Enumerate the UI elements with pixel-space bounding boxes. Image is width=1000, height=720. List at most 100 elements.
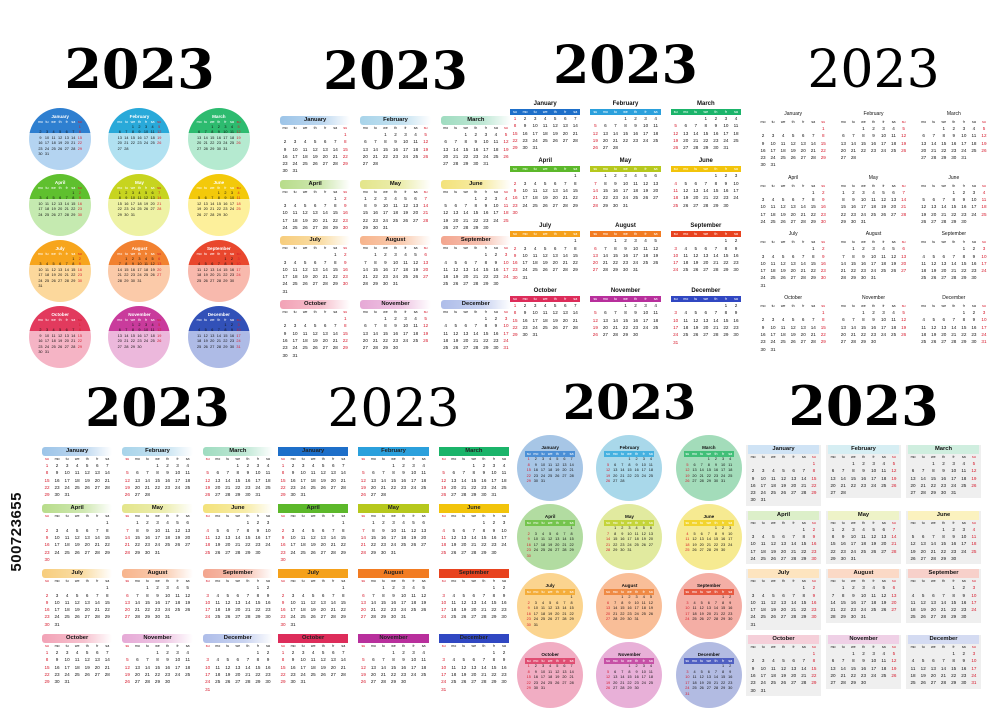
day-cell: 25 [548,680,553,685]
day-cell: 2 [283,323,287,329]
day-cell: 14 [144,664,150,670]
day-cell: 12 [175,527,181,533]
day-cell: 9 [729,600,732,605]
day-cell: 7 [333,323,337,329]
weekday-label: th [393,126,397,130]
day-cell: 17 [750,548,756,554]
day-cell: 10 [522,252,528,258]
day-cell: 11 [441,535,447,541]
month-name: July [280,236,351,246]
day-cell: 20 [322,337,328,343]
weekday-label: su [77,186,82,190]
day-cell: 29 [235,492,241,498]
day-cell: 7 [323,259,327,265]
day-blank [808,309,818,316]
day-cell: 11 [451,664,457,670]
weekday-label: sa [502,457,506,461]
weekday-label: su [593,167,598,172]
day-cell: 7 [932,133,935,139]
day-cell: 28 [104,671,110,677]
day-grid: 1 2 3 4 5 6 7 8 9 10 11 12 13 14 15 16 17 18 19 20 21 22 23 24 2… [748,584,819,628]
day-cell: 2 [972,310,976,316]
weekday-label: fr [642,452,645,456]
day-cell: 28 [473,281,479,287]
day-cell: 28 [620,686,625,691]
day-cell: 22 [941,147,947,153]
day-blank [711,302,721,309]
day-cell: 5 [781,197,785,203]
weekday-label: fr [256,457,260,461]
day-cell: 14 [481,664,487,670]
day-cell: 15 [572,188,578,194]
day-cell: 5 [204,262,207,267]
day-cell: 19 [693,324,699,330]
weekday-label: sa [891,120,896,124]
day-cell: 4 [442,527,445,533]
day-cell: 24 [265,542,271,548]
day-cell: 13 [94,657,100,663]
day-cell: 16 [971,260,977,266]
day-cell: 16 [342,210,348,216]
day-cell: 25 [310,671,316,677]
day-grid: 1 2 3 4 5 6 7 8 9 10 11 12 13 14 15 16 17 18 19 20 21 22 23 24 2… [441,315,511,351]
day-cell: 19 [780,211,786,217]
month-name: May [360,179,431,189]
day-cell: 1 [722,595,725,599]
day-cell: 12 [413,259,419,265]
day-cell: 4 [414,316,417,322]
month-april: April su mo tu we th fr sa 1 2 3 4 5 6 7 8 9 10 11 12 13 14 15… [40,504,114,563]
day-cell: 7 [323,203,327,209]
day-grid: 1 2 3 4 5 6 7 8 9 10 11 12 13 14 15 16 17 18 19 20 21 22 23 24 2… [116,257,162,285]
day-cell: 29 [134,549,140,555]
day-cell: 8 [384,323,387,329]
day-cell: 28 [64,278,69,283]
day-cell: 3 [634,238,637,244]
month-march: March su mo tu we th fr sa 1 2 3 4 5 6 7 8 9 10 11 12 13 14 15… [201,447,275,498]
weekday-label: su [821,183,826,188]
day-cell: 9 [55,470,59,476]
weekday-label: th [952,183,956,188]
day-cell: 8 [714,531,718,536]
day-cell: 6 [801,133,805,139]
day-cell: 12 [157,130,162,135]
day-cell: 22 [572,195,578,201]
weekday-label: we [391,579,396,584]
day-cell: 28 [225,492,231,498]
weekday-header: mo tu we th fr sa su [828,578,899,584]
day-cell: 31 [223,146,228,151]
month-january: January mo tu we th fr sa su 1 2 3 4 5 6 7 8 9 10 11 12 13 14… [756,110,830,169]
day-cell: 28 [340,484,346,490]
day-blank [320,131,330,138]
day-cell: 13 [930,665,936,671]
day-grid: 1 2 3 4 5 6 7 8 9 10 11 12 13 14 15 16 17 18 19 20 21 22 23 24 2… [604,526,654,554]
day-cell: 9 [962,592,966,598]
day-cell: 12 [699,606,704,611]
day-cell: 6 [321,592,325,598]
day-cell: 16 [124,201,129,206]
day-cell: 4 [771,253,775,259]
day-cell: 19 [84,477,90,483]
weekday-label: su [812,520,816,525]
day-cell: 30 [951,555,957,561]
day-cell: 19 [880,204,887,210]
day-cell: 1 [852,651,855,657]
day-cell: 22 [255,671,261,677]
day-cell: 17 [643,130,649,136]
day-cell: 2 [714,116,718,121]
day-cell: 14 [612,130,618,136]
day-cell: 24 [850,548,856,554]
day-cell: 3 [301,463,305,468]
day-cell: 6 [932,592,935,598]
day-cell: 17 [951,475,957,481]
day-cell: 6 [563,457,566,461]
day-cell: 14 [569,669,574,674]
day-cell: 1 [492,650,496,656]
day-cell: 21 [94,542,100,548]
day-cell: 12 [910,541,916,547]
day-cell: 27 [780,555,787,561]
day-cell: 5 [452,527,455,533]
weekday-label: we [703,167,709,172]
day-grid: 1 2 3 4 5 6 7 8 9 10 11 12 13 14 15 16 17 18 19 20 21 22 23 24 2… [360,315,430,351]
day-cell: 26 [360,492,366,498]
day-cell: 13 [157,262,162,267]
